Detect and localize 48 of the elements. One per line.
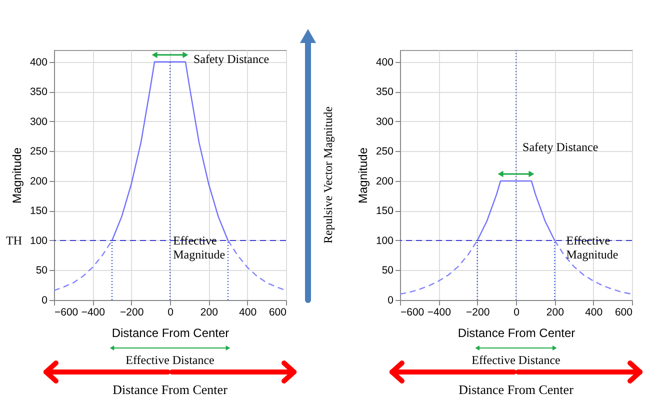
y-tick-label: 150 [376, 205, 394, 218]
x-tick-label: −200 [120, 306, 144, 318]
x-tick-label: −600 [54, 306, 78, 318]
y-tick-label: 100 [376, 234, 394, 247]
x-axis-title: Distance From Center [458, 326, 576, 340]
x-tick-label: 0 [168, 306, 174, 318]
x-tick-label: 200 [200, 306, 218, 318]
text: Distance From Center [458, 382, 574, 397]
x-tick-label: 400 [239, 306, 257, 318]
y-tick-label: 250 [30, 146, 48, 158]
x-tick-label: −600 [400, 306, 424, 318]
line-series [400, 240, 478, 295]
text: TH [6, 233, 22, 248]
line-series [54, 240, 113, 292]
x-tick-label: 0 [514, 306, 520, 318]
x-axis-title: Distance From Center [112, 326, 230, 340]
line-series [476, 180, 556, 242]
text: Effective Distance [472, 353, 560, 367]
text: Repulsive Vector Magnitude [321, 106, 335, 244]
y-tick-label: 400 [30, 56, 48, 68]
line-series [227, 240, 286, 292]
y-tick-label: 200 [30, 175, 48, 188]
annotation: Safety Distance [193, 52, 270, 66]
y-tick-label: 200 [376, 175, 394, 188]
x-tick-label: 400 [585, 306, 603, 318]
x-tick-label: 200 [546, 306, 564, 318]
y-tick-label: 250 [376, 146, 394, 158]
y-tick-label: 150 [30, 205, 48, 218]
y-tick-label: 0 [388, 294, 394, 306]
x-tick-label: 600 [614, 306, 633, 318]
text: Distance From Center [112, 382, 228, 397]
y-tick-label: 0 [42, 294, 48, 306]
y-axis-title: Magnitude [356, 147, 370, 204]
y-tick-label: 350 [30, 86, 48, 98]
y-tick-label: 100 [30, 234, 48, 247]
x-tick-label: −400 [81, 306, 106, 318]
x-tick-label: −400 [427, 306, 452, 318]
y-axis-title: Magnitude [10, 147, 24, 204]
text: Effective Distance [126, 353, 214, 367]
y-tick-label: 50 [36, 264, 48, 277]
annotation: Safety Distance [522, 140, 598, 154]
x-tick-label: 600 [268, 306, 287, 318]
y-tick-label: 350 [376, 86, 394, 98]
x-tick-label: −200 [466, 306, 490, 318]
y-tick-label: 50 [382, 264, 394, 277]
y-tick-label: 300 [30, 116, 48, 128]
y-tick-label: 400 [376, 56, 394, 68]
y-tick-label: 300 [376, 116, 394, 128]
